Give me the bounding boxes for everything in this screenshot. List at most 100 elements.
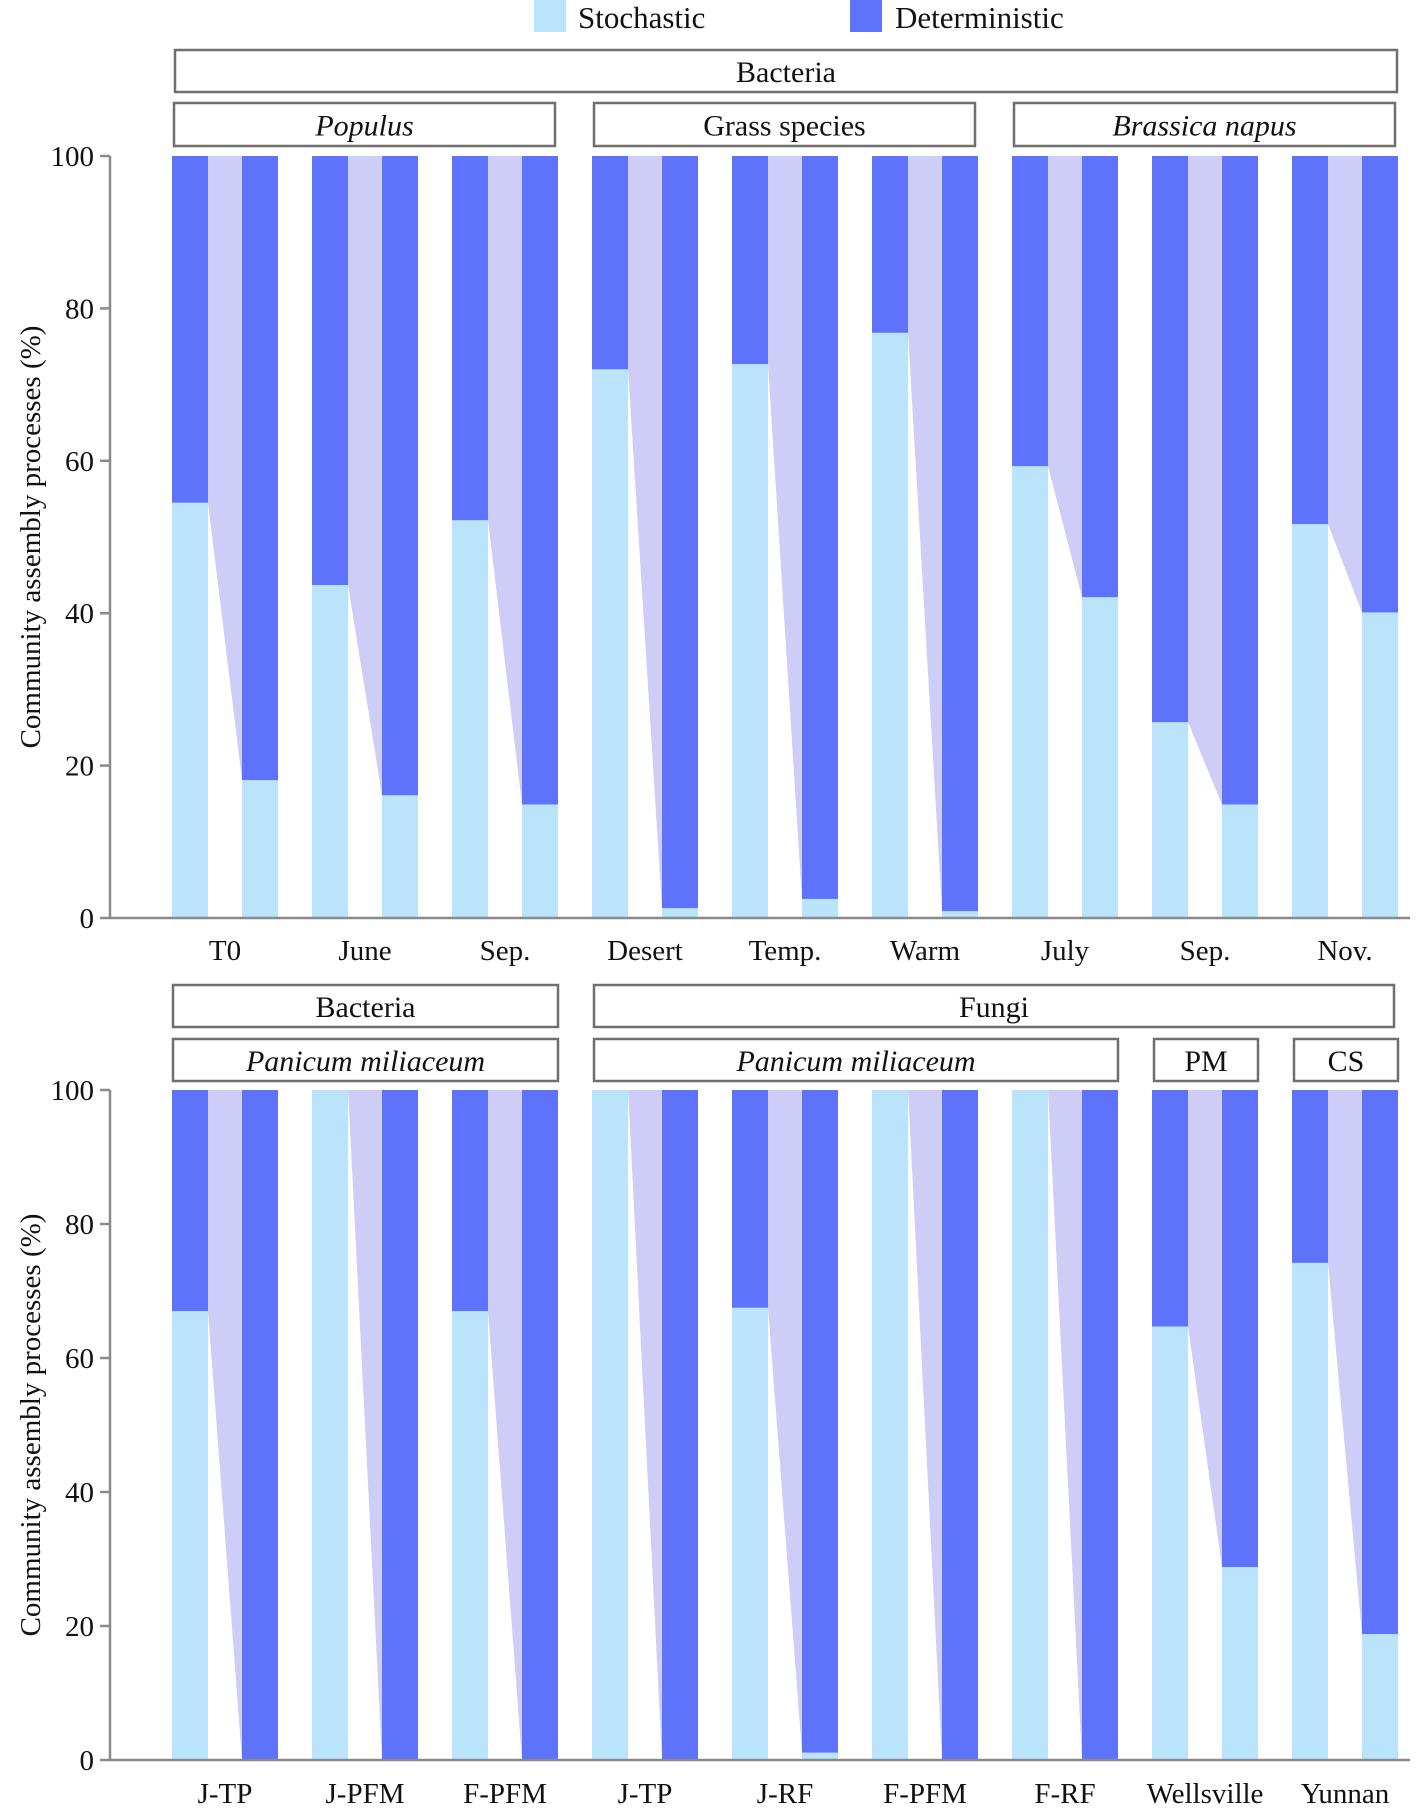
bottom-bar1-stochastic-8 (1292, 1262, 1328, 1760)
top-bar2-stochastic-6 (1082, 597, 1118, 918)
top-category-label-5: Warm (890, 935, 961, 967)
bottom-subheader-frame-0 (171, 1037, 560, 1083)
top-bar2-deterministic-6 (1082, 156, 1118, 598)
top-connector-4 (768, 156, 802, 899)
bottom-subheader-label-3: CS (1328, 1045, 1365, 1078)
bottom-bar2-deterministic-2 (522, 1090, 558, 1760)
top-y-tick-label-1: 20 (65, 751, 94, 783)
top-bar2-deterministic-8 (1362, 156, 1398, 613)
bottom-subheader-label-0: Panicum miliaceum (245, 1045, 485, 1078)
bottom-connector-2 (488, 1090, 522, 1760)
bottom-connector-6 (1048, 1090, 1082, 1760)
top-header-label-0: Bacteria (736, 56, 836, 89)
bottom-connector-7 (1188, 1090, 1222, 1568)
top-bar1-stochastic-2 (452, 520, 488, 918)
top-connector-1 (348, 156, 382, 796)
bottom-y-tick-label-1: 20 (65, 1611, 94, 1643)
bottom-category-label-2: F-PFM (463, 1778, 547, 1810)
top-bar2-stochastic-8 (1362, 612, 1398, 918)
top-subheader-label-0: Populus (314, 110, 413, 143)
bottom-category-label-8: Yunnan (1301, 1778, 1390, 1810)
top-category-label-4: Temp. (749, 935, 822, 967)
bottom-bar1-deterministic-0 (172, 1090, 208, 1312)
top-bar2-stochastic-1 (382, 795, 418, 918)
bottom-bar2-deterministic-7 (1222, 1090, 1258, 1568)
bottom-y-tick-label-0: 0 (80, 1745, 95, 1777)
top-bar2-stochastic-2 (522, 804, 558, 918)
top-bar2-deterministic-1 (382, 156, 418, 796)
bottom-bar2-deterministic-5 (942, 1090, 978, 1760)
top-connector-0 (208, 156, 242, 781)
bottom-bar1-stochastic-6 (1012, 1090, 1048, 1760)
bottom-y-tick-label-4: 80 (65, 1209, 94, 1241)
top-bar2-stochastic-0 (242, 780, 278, 918)
bottom-bar1-deterministic-7 (1152, 1090, 1188, 1327)
top-subheader-label-2: Brassica napus (1112, 110, 1296, 143)
bottom-connector-3 (628, 1090, 662, 1760)
bottom-bar2-deterministic-6 (1082, 1090, 1118, 1760)
top-bar2-stochastic-3 (662, 908, 698, 918)
bottom-bar1-deterministic-4 (732, 1090, 768, 1308)
bottom-bar2-deterministic-0 (242, 1090, 278, 1760)
top-bar1-deterministic-7 (1152, 156, 1188, 723)
bottom-header-frame-1 (592, 983, 1396, 1029)
top-subheader-label-1: Grass species (703, 110, 865, 143)
top-bar1-deterministic-4 (732, 156, 768, 365)
bottom-bar2-stochastic-7 (1222, 1567, 1258, 1760)
bottom-category-label-5: F-PFM (883, 1778, 967, 1810)
top-bar1-deterministic-3 (592, 156, 628, 370)
top-connector-3 (628, 156, 662, 909)
top-y-tick-label-0: 0 (80, 903, 95, 935)
top-bar2-stochastic-7 (1222, 804, 1258, 918)
bottom-bar2-deterministic-8 (1362, 1090, 1398, 1635)
bottom-connector-0 (208, 1090, 242, 1760)
top-bar1-deterministic-5 (872, 156, 908, 333)
bottom-subheader-label-2: PM (1184, 1045, 1227, 1078)
top-bar1-deterministic-2 (452, 156, 488, 521)
top-bar1-stochastic-3 (592, 369, 628, 918)
bottom-category-label-1: J-PFM (326, 1778, 405, 1810)
bottom-connector-1 (348, 1090, 382, 1760)
bottom-y-axis-label: Community assembly processes (%) (15, 1214, 47, 1637)
top-category-label-3: Desert (607, 935, 683, 967)
top-category-label-6: July (1041, 935, 1090, 967)
top-bar1-stochastic-4 (732, 364, 768, 918)
top-bar2-deterministic-3 (662, 156, 698, 909)
top-category-label-8: Nov. (1317, 935, 1372, 967)
top-category-label-0: T0 (209, 935, 241, 967)
bottom-subheader-frame-3 (1292, 1037, 1400, 1083)
bottom-subheader-frame-1 (592, 1037, 1120, 1083)
top-bar2-deterministic-2 (522, 156, 558, 805)
top-bar2-stochastic-4 (802, 898, 838, 918)
bottom-bar1-stochastic-0 (172, 1311, 208, 1760)
bottom-y-tick-label-2: 40 (65, 1477, 94, 1509)
top-y-axis-label: Community assembly processes (%) (15, 326, 47, 749)
bottom-header-label-1: Fungi (959, 991, 1029, 1024)
top-y-tick-label-3: 60 (65, 446, 94, 478)
bottom-bar2-deterministic-4 (802, 1090, 838, 1753)
bottom-subheader-label-1: Panicum miliaceum (735, 1045, 975, 1078)
top-bar1-deterministic-6 (1012, 156, 1048, 467)
bottom-category-label-3: J-TP (618, 1778, 673, 1810)
bottom-bar2-stochastic-4 (802, 1752, 838, 1760)
bottom-category-label-6: F-RF (1034, 1778, 1095, 1810)
top-bar2-deterministic-7 (1222, 156, 1258, 805)
bottom-bar2-stochastic-8 (1362, 1634, 1398, 1760)
legend-label-stochastic: Stochastic (578, 0, 705, 35)
top-bar1-stochastic-8 (1292, 524, 1328, 918)
top-subheader-frame-1 (592, 101, 977, 148)
top-subheader-frame-2 (1012, 101, 1397, 148)
top-category-label-2: Sep. (480, 935, 531, 967)
legend: Stochastic Deterministic (534, 0, 1064, 35)
top-bar1-stochastic-6 (1012, 466, 1048, 918)
legend-swatch-deterministic (850, 0, 882, 32)
bottom-bar1-deterministic-8 (1292, 1090, 1328, 1263)
top-bar2-deterministic-4 (802, 156, 838, 899)
top-connector-8 (1328, 156, 1362, 613)
top-bar1-deterministic-0 (172, 156, 208, 503)
legend-swatch-stochastic (534, 0, 566, 32)
top-bar1-deterministic-1 (312, 156, 348, 586)
top-bar2-deterministic-5 (942, 156, 978, 912)
bottom-y-tick-label-3: 60 (65, 1343, 94, 1375)
top-category-label-7: Sep. (1180, 935, 1231, 967)
